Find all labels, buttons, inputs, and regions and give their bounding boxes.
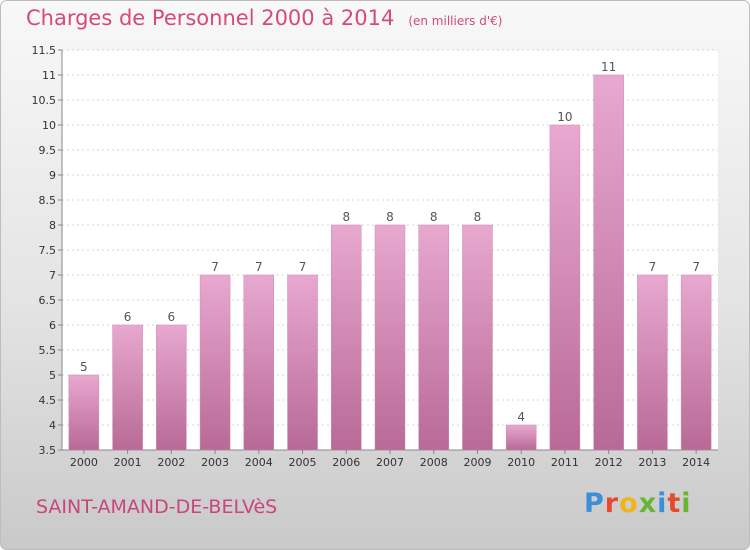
x-tick-label: 2008 bbox=[420, 456, 448, 469]
bar-value-label: 7 bbox=[692, 260, 700, 274]
x-tick-label: 2009 bbox=[463, 456, 491, 469]
logo-letter: P bbox=[584, 488, 605, 519]
y-tick-label: 6.5 bbox=[39, 294, 57, 307]
bar-value-label: 8 bbox=[386, 210, 394, 224]
y-tick-label: 8.5 bbox=[39, 194, 57, 207]
logo-letter: r bbox=[604, 488, 620, 519]
bar-value-label: 4 bbox=[517, 410, 525, 424]
y-tick-label: 5.5 bbox=[39, 344, 57, 357]
y-tick-label: 11.5 bbox=[32, 44, 57, 57]
bar bbox=[156, 324, 187, 451]
x-tick-label: 2013 bbox=[638, 456, 666, 469]
x-tick-label: 2000 bbox=[70, 456, 98, 469]
x-tick-label: 2005 bbox=[289, 456, 317, 469]
bar-value-label: 6 bbox=[168, 310, 176, 324]
logo-letter: o bbox=[619, 488, 639, 519]
y-tick-label: 11 bbox=[42, 69, 56, 82]
bar bbox=[287, 274, 318, 451]
bar bbox=[68, 374, 100, 451]
proxiti-logo: Proxiti bbox=[584, 488, 692, 519]
chart-unit: (en milliers d'€) bbox=[408, 14, 503, 28]
chart-title-text: Charges de Personnel 2000 à 2014 bbox=[26, 6, 395, 30]
bar-value-label: 7 bbox=[649, 260, 657, 274]
logo-letter: t bbox=[667, 488, 682, 519]
y-tick-label: 5 bbox=[49, 369, 56, 382]
logo-letter: x bbox=[638, 488, 658, 519]
bar bbox=[243, 274, 275, 451]
x-tick-label: 2010 bbox=[507, 456, 535, 469]
bar bbox=[593, 74, 624, 451]
bar-value-label: 6 bbox=[124, 310, 132, 324]
x-tick-label: 2001 bbox=[114, 456, 142, 469]
bar-value-label: 5 bbox=[80, 360, 88, 374]
y-tick-label: 4.5 bbox=[39, 394, 57, 407]
y-tick-label: 8 bbox=[49, 219, 56, 232]
bar bbox=[199, 274, 231, 451]
x-tick-label: 2003 bbox=[201, 456, 229, 469]
x-tick-label: 2007 bbox=[376, 456, 404, 469]
x-tick-label: 2014 bbox=[682, 456, 710, 469]
bar bbox=[680, 274, 712, 451]
bar-value-label: 7 bbox=[255, 260, 263, 274]
bar bbox=[505, 424, 537, 451]
x-tick-label: 2002 bbox=[157, 456, 185, 469]
bar-value-label: 7 bbox=[211, 260, 219, 274]
chart-title: Charges de Personnel 2000 à 2014 (en mill… bbox=[26, 6, 502, 30]
logo-letter: i bbox=[681, 488, 692, 519]
x-tick-label: 2012 bbox=[595, 456, 623, 469]
bar bbox=[374, 224, 406, 451]
bar-value-label: 8 bbox=[342, 210, 350, 224]
y-tick-label: 9.5 bbox=[39, 144, 57, 157]
y-tick-label: 10 bbox=[42, 119, 56, 132]
bar bbox=[637, 274, 668, 451]
bar bbox=[331, 224, 362, 451]
x-tick-label: 2011 bbox=[551, 456, 579, 469]
y-tick-label: 6 bbox=[49, 319, 56, 332]
bar bbox=[549, 124, 581, 451]
y-tick-label: 7.5 bbox=[39, 244, 57, 257]
y-tick-label: 4 bbox=[49, 419, 56, 432]
commune-name: SAINT-AMAND-DE-BELVèS bbox=[36, 496, 278, 518]
x-tick-label: 2006 bbox=[332, 456, 360, 469]
y-tick-label: 10.5 bbox=[32, 94, 57, 107]
bar-value-label: 11 bbox=[601, 60, 616, 74]
y-tick-label: 7 bbox=[49, 269, 56, 282]
bar bbox=[112, 324, 143, 451]
x-tick-label: 2004 bbox=[245, 456, 273, 469]
bar bbox=[418, 224, 449, 451]
y-tick-label: 9 bbox=[49, 169, 56, 182]
bar-value-label: 8 bbox=[430, 210, 438, 224]
bar bbox=[462, 224, 493, 451]
y-tick-label: 3.5 bbox=[39, 444, 57, 457]
bar-value-label: 7 bbox=[299, 260, 307, 274]
bar-value-label: 8 bbox=[474, 210, 482, 224]
logo-letter: i bbox=[657, 488, 668, 519]
bar-value-label: 10 bbox=[557, 110, 572, 124]
